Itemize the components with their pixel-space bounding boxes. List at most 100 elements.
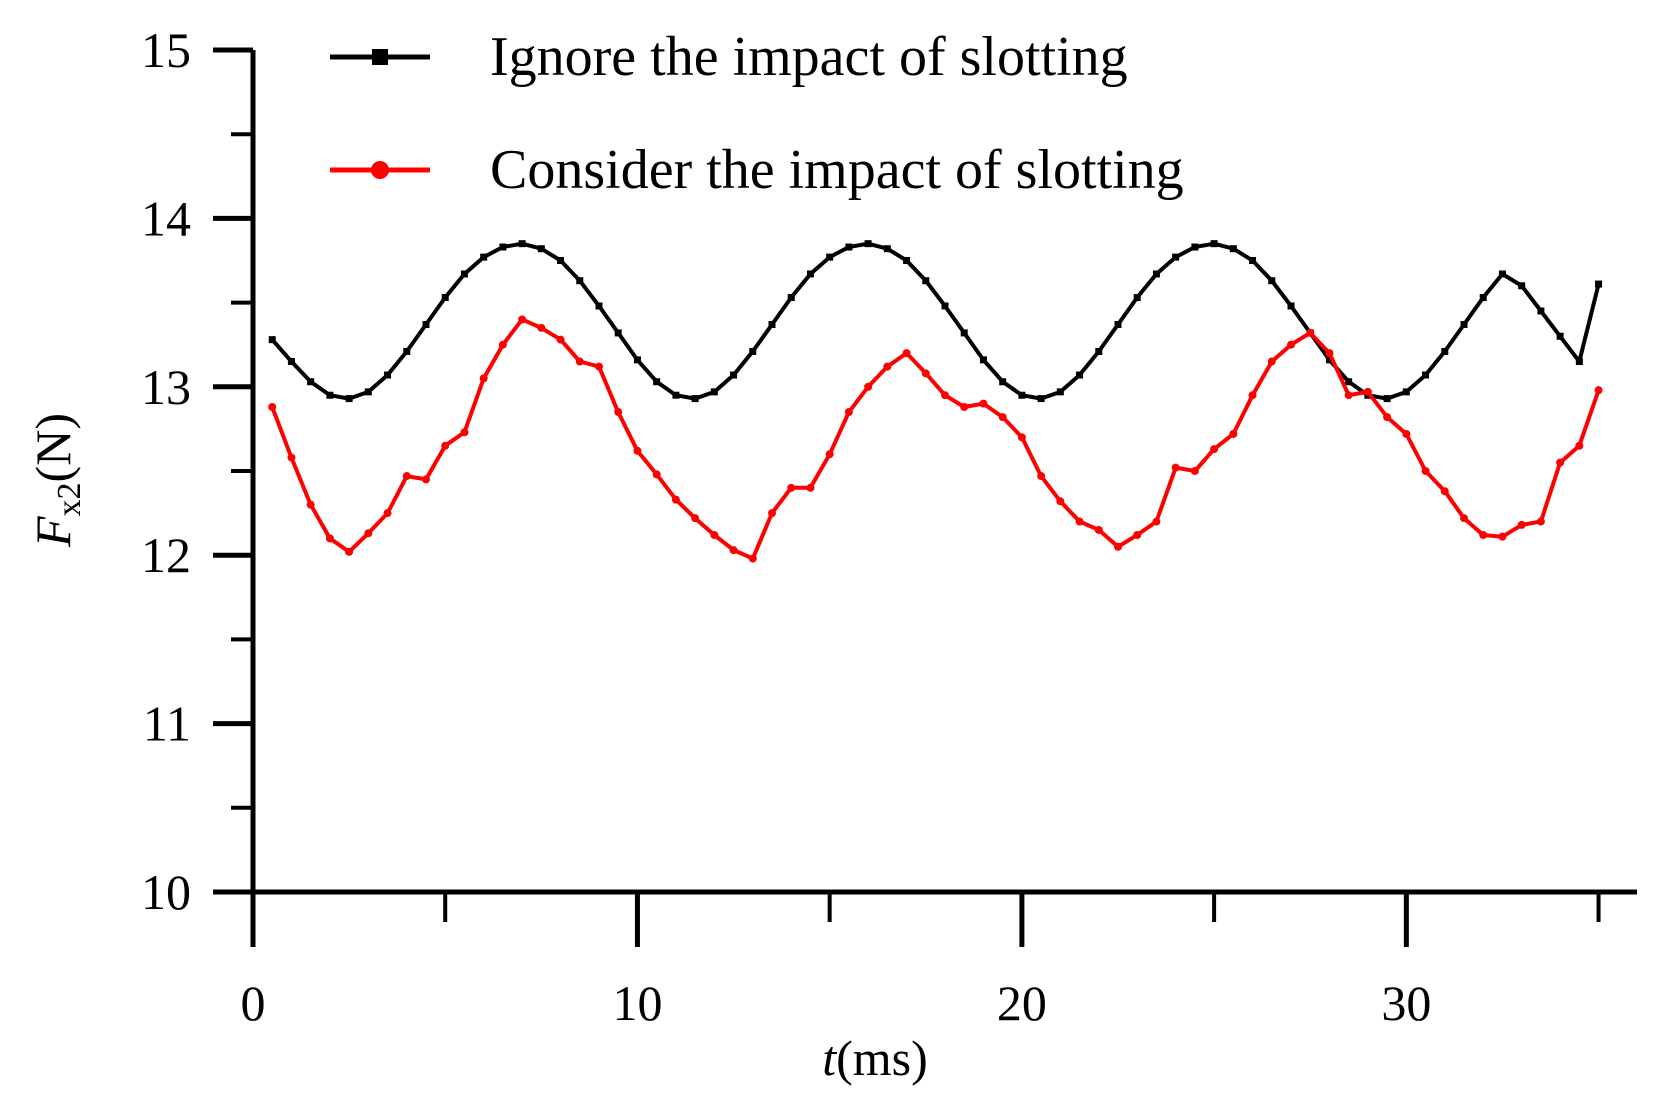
data-point [345,547,354,556]
data-point [883,362,892,371]
data-point [1152,270,1160,278]
data-point [1402,429,1411,438]
data-point [460,428,469,437]
data-point [306,500,315,509]
data-point [960,329,968,337]
data-point [1114,542,1122,551]
data-point [518,240,526,248]
data-point [730,371,738,379]
data-point [1210,445,1219,454]
data-point [441,294,449,302]
data-point [1056,388,1064,396]
data-point [556,335,565,344]
x-tick-label: 30 [1381,975,1431,1031]
data-point [1229,245,1237,253]
data-point [652,470,661,479]
series-line-0 [270,241,1601,401]
y-tick-label: 15 [141,22,191,78]
data-point [979,399,988,408]
data-point [787,294,795,302]
legend-item-ignore: Ignore the impact of slotting [330,26,1128,88]
data-point [826,253,834,261]
data-point [941,302,949,310]
data-point [941,391,949,400]
data-point [921,369,930,378]
data-point [1210,240,1218,248]
data-point [402,472,411,481]
data-point [1479,530,1488,539]
data-point [1440,487,1449,496]
data-point [1383,395,1391,403]
data-point [614,329,622,337]
data-point [1287,302,1295,310]
data-point [1460,320,1468,328]
data-point [1248,391,1257,400]
data-point [1383,413,1392,422]
x-tick-label: 10 [612,975,662,1031]
data-point [1287,340,1295,349]
x-tick-label: 0 [241,975,266,1031]
x-axis-title: t(ms) [822,1030,928,1086]
legend-item-consider: Consider the impact of slotting [330,139,1184,201]
data-point [1133,294,1141,302]
y-tick-label: 11 [143,696,191,752]
data-point [1479,294,1487,302]
data-point [1556,458,1565,467]
data-point [999,378,1007,386]
data-point [1536,517,1545,526]
data-point [1595,280,1603,288]
series-0 [268,240,1603,403]
data-point [1460,514,1468,523]
data-point [1267,357,1276,366]
series-1 [268,315,1603,563]
data-point [1441,347,1449,355]
data-point [537,245,545,253]
legend-label-consider: Consider the impact of slotting [490,139,1184,201]
data-point [1306,328,1315,337]
data-point [1575,441,1584,450]
data-point [787,483,796,492]
data-point [499,243,507,251]
data-point [883,245,891,253]
y-axis-title: Fx2(N) [25,413,88,548]
data-point [1018,391,1026,399]
data-point [1191,243,1199,251]
data-point [595,362,603,371]
data-point [864,382,873,391]
data-point [1114,320,1122,328]
data-point [864,240,872,248]
y-axis-subscript: x2 [51,482,88,516]
series-line-1 [270,317,1601,561]
data-point [384,371,392,379]
data-point [1344,391,1353,400]
data-point [749,347,757,355]
data-point [537,323,546,332]
x-axis-unit: (ms) [836,1030,928,1086]
x-tick-label: 20 [997,975,1047,1031]
data-point [1325,356,1333,364]
data-point [1594,386,1603,395]
data-point [825,450,834,459]
data-point [557,257,565,264]
legend-label-ignore: Ignore the impact of slotting [490,26,1128,88]
data-point [806,483,815,492]
data-point [422,475,430,484]
data-point [1172,253,1180,261]
data-point [1094,525,1103,534]
data-point [1152,517,1161,526]
data-point [748,554,757,563]
data-point [844,408,853,417]
data-point [998,413,1007,422]
data-point [1402,388,1410,396]
data-point [307,378,315,386]
data-point [1037,472,1046,481]
data-point [710,388,718,396]
data-point [691,395,699,403]
data-point [710,530,719,539]
legend-marker-consider [371,161,389,179]
data-point [1190,467,1199,475]
data-point [460,270,468,278]
data-point [633,446,642,455]
data-point [1249,257,1257,264]
data-point [364,529,373,538]
